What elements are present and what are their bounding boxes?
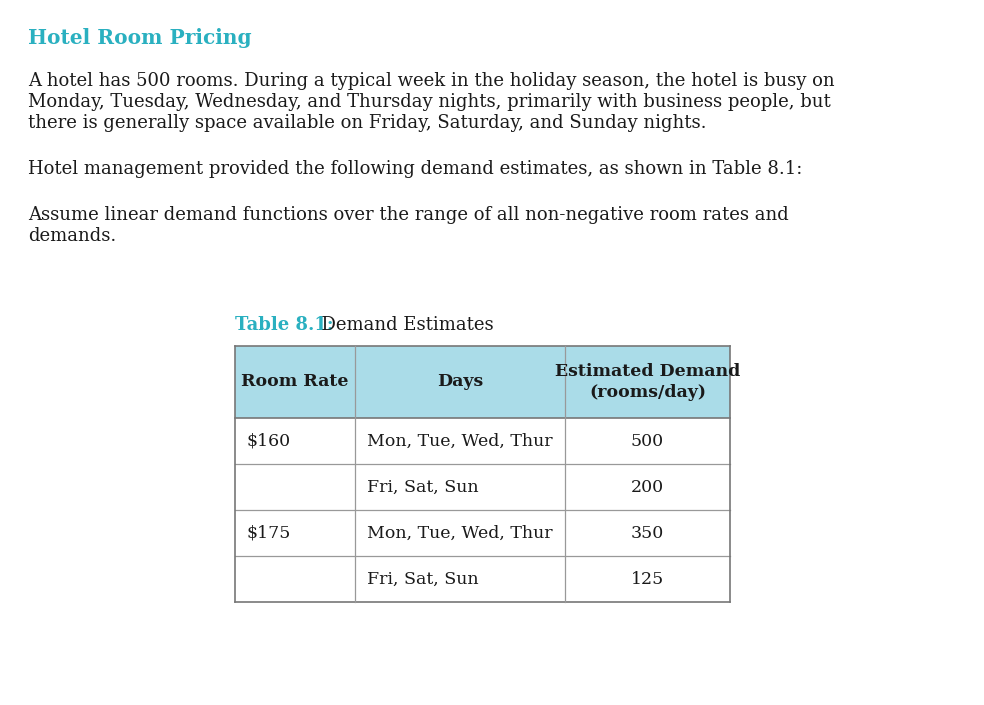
Bar	[235, 464, 730, 510]
Text: 500: 500	[631, 432, 664, 450]
Text: $175: $175	[247, 525, 291, 541]
Bar	[235, 418, 730, 464]
Text: Table 8.1:: Table 8.1:	[235, 316, 334, 334]
Text: Demand Estimates: Demand Estimates	[310, 316, 494, 334]
Text: Estimated Demand
(rooms/day): Estimated Demand (rooms/day)	[555, 363, 740, 401]
Text: Monday, Tuesday, Wednesday, and Thursday nights, primarily with business people,: Monday, Tuesday, Wednesday, and Thursday…	[28, 93, 830, 111]
Text: Hotel management provided the following demand estimates, as shown in Table 8.1:: Hotel management provided the following …	[28, 160, 802, 178]
Bar	[235, 346, 730, 418]
Text: Assume linear demand functions over the range of all non-negative room rates and: Assume linear demand functions over the …	[28, 206, 789, 224]
Bar	[235, 510, 730, 556]
Text: Mon, Tue, Wed, Thur: Mon, Tue, Wed, Thur	[367, 525, 553, 541]
Text: Days: Days	[437, 374, 483, 391]
Text: Hotel Room Pricing: Hotel Room Pricing	[28, 28, 252, 48]
Text: Room Rate: Room Rate	[241, 374, 348, 391]
Text: Fri, Sat, Sun: Fri, Sat, Sun	[367, 570, 478, 587]
Text: there is generally space available on Friday, Saturday, and Sunday nights.: there is generally space available on Fr…	[28, 114, 707, 132]
Text: demands.: demands.	[28, 227, 116, 245]
Text: $160: $160	[247, 432, 291, 450]
Bar	[235, 556, 730, 602]
Text: 200: 200	[631, 479, 664, 496]
Text: 125: 125	[631, 570, 664, 587]
Text: 350: 350	[631, 525, 664, 541]
Text: A hotel has 500 rooms. During a typical week in the holiday season, the hotel is: A hotel has 500 rooms. During a typical …	[28, 72, 834, 90]
Text: Fri, Sat, Sun: Fri, Sat, Sun	[367, 479, 478, 496]
Text: Mon, Tue, Wed, Thur: Mon, Tue, Wed, Thur	[367, 432, 553, 450]
